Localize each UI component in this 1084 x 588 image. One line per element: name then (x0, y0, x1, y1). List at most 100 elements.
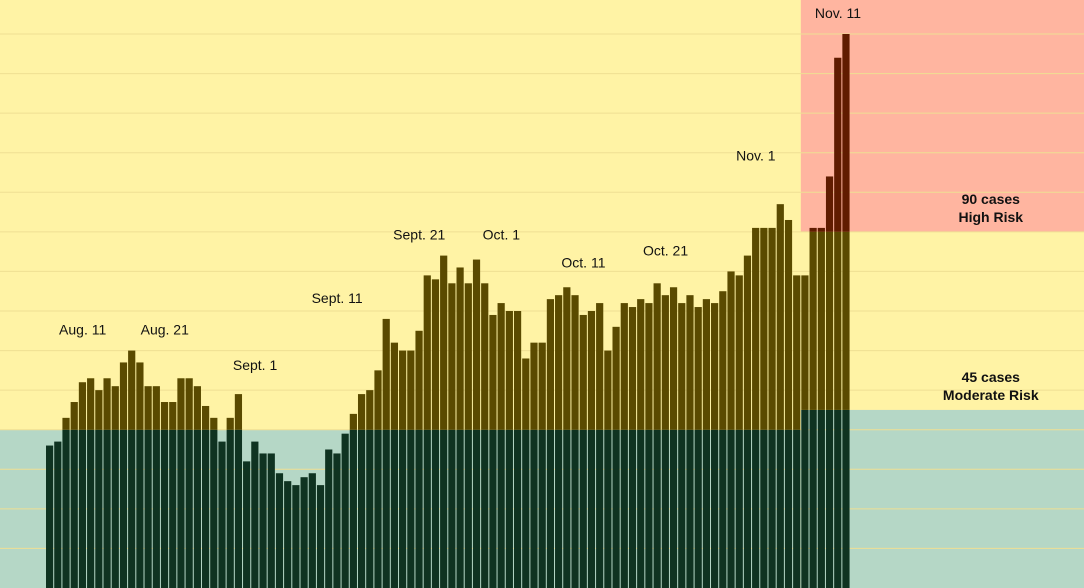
bar-segment-yellow (801, 275, 809, 410)
bar (456, 267, 464, 588)
bar (555, 295, 563, 588)
bar-segment-yellow (169, 402, 177, 430)
bar-segment-green (325, 449, 333, 588)
bar-segment-green (407, 429, 415, 588)
high-risk-label-line1: 90 cases (962, 191, 1021, 207)
bar-segment-yellow (546, 299, 555, 430)
bar-segment-green (374, 429, 382, 588)
bar-segment-yellow (678, 303, 686, 430)
bar-segment-green (620, 429, 628, 588)
bar (111, 386, 119, 588)
bar (645, 303, 653, 588)
bar-segment-yellow (596, 303, 604, 430)
bar (587, 311, 596, 588)
bar-segment-yellow (144, 386, 152, 430)
bar (448, 283, 456, 588)
bar (842, 34, 850, 588)
bar-segment-green (719, 429, 727, 588)
bar (604, 350, 612, 588)
bar (686, 295, 694, 588)
bar-segment-green (686, 429, 694, 588)
bar (735, 275, 743, 588)
bar (793, 275, 801, 588)
bar-segment-green (522, 429, 530, 588)
bar-segment-yellow (366, 390, 374, 430)
bar (54, 441, 62, 588)
bar-segment-green (472, 429, 481, 588)
bar (571, 295, 579, 588)
bar-segment-green (415, 429, 423, 588)
bar (768, 227, 776, 588)
bar (513, 311, 522, 588)
bar-segment-green (292, 485, 300, 588)
bar-segment-yellow (349, 413, 357, 430)
date-label: Aug. 11 (59, 322, 106, 338)
bar-segment-yellow (711, 303, 719, 430)
bar-segment-yellow (193, 386, 201, 430)
bar-segment-green (645, 429, 653, 588)
bar-segment-green (587, 429, 596, 588)
bar (472, 259, 481, 588)
bar (407, 350, 415, 588)
bar-segment-yellow (177, 378, 185, 430)
bar-segment-green (448, 429, 456, 588)
bar-segment-green (111, 429, 119, 588)
bar-segment-yellow (530, 342, 538, 430)
bar-segment-green (784, 429, 793, 588)
bar-segment-yellow (637, 299, 645, 430)
bar (70, 402, 78, 588)
bar (103, 378, 111, 588)
bar-segment-yellow (78, 382, 87, 430)
bar (243, 461, 251, 588)
bar-segment-yellow (604, 350, 612, 430)
bar-segment-yellow (201, 405, 210, 430)
bar (177, 378, 185, 588)
bar-segment-yellow (382, 318, 390, 430)
bar-segment-green (169, 429, 177, 588)
bar-segment-yellow (456, 267, 464, 430)
bar (292, 485, 300, 588)
bar-segment-green (571, 429, 579, 588)
bar-segment-green (366, 429, 374, 588)
bar-segment-green (464, 429, 472, 588)
bar-segment-green (333, 453, 341, 588)
bar-segment-red (825, 176, 834, 232)
bar (267, 453, 275, 588)
date-labels: Aug. 11 Aug. 21 Sept. 1 Sept. 11 Sept. 21 Oct… (59, 5, 861, 373)
bar-segment-yellow (357, 394, 366, 430)
bar-segment-green (735, 429, 743, 588)
bar-segment-green (801, 409, 809, 588)
bar (333, 453, 341, 588)
bar (210, 417, 218, 588)
bar-segment-yellow (661, 295, 669, 430)
bar (522, 358, 530, 588)
bar (661, 295, 669, 588)
bar-segment-green (259, 453, 267, 588)
bar-segment-yellow (612, 326, 620, 430)
bar (169, 402, 177, 588)
bar (300, 477, 308, 588)
bar-segment-yellow (522, 358, 530, 430)
bar-segment-yellow (620, 303, 628, 430)
bar-segment-yellow (555, 295, 563, 430)
bar-segment-green (193, 429, 201, 588)
bar (226, 417, 234, 588)
bar-segment-green (218, 441, 226, 588)
bar-segment-yellow (825, 231, 834, 410)
bar (612, 326, 620, 588)
bar-segment-yellow (834, 231, 842, 410)
bar (628, 307, 637, 588)
bar-segment-green (768, 429, 776, 588)
bar-segment-yellow (776, 204, 784, 430)
bar-segment-green (505, 429, 513, 588)
bar-segment-green (390, 429, 399, 588)
bar (497, 303, 505, 588)
bar-segment-green (243, 461, 251, 588)
bar (776, 204, 784, 588)
bar (160, 402, 169, 588)
bar-segment-green (842, 409, 850, 588)
bar-segment-green (62, 429, 70, 588)
bar-segment-yellow (136, 362, 144, 430)
bar-segment-green (489, 429, 497, 588)
bar-segment-yellow (95, 390, 103, 430)
